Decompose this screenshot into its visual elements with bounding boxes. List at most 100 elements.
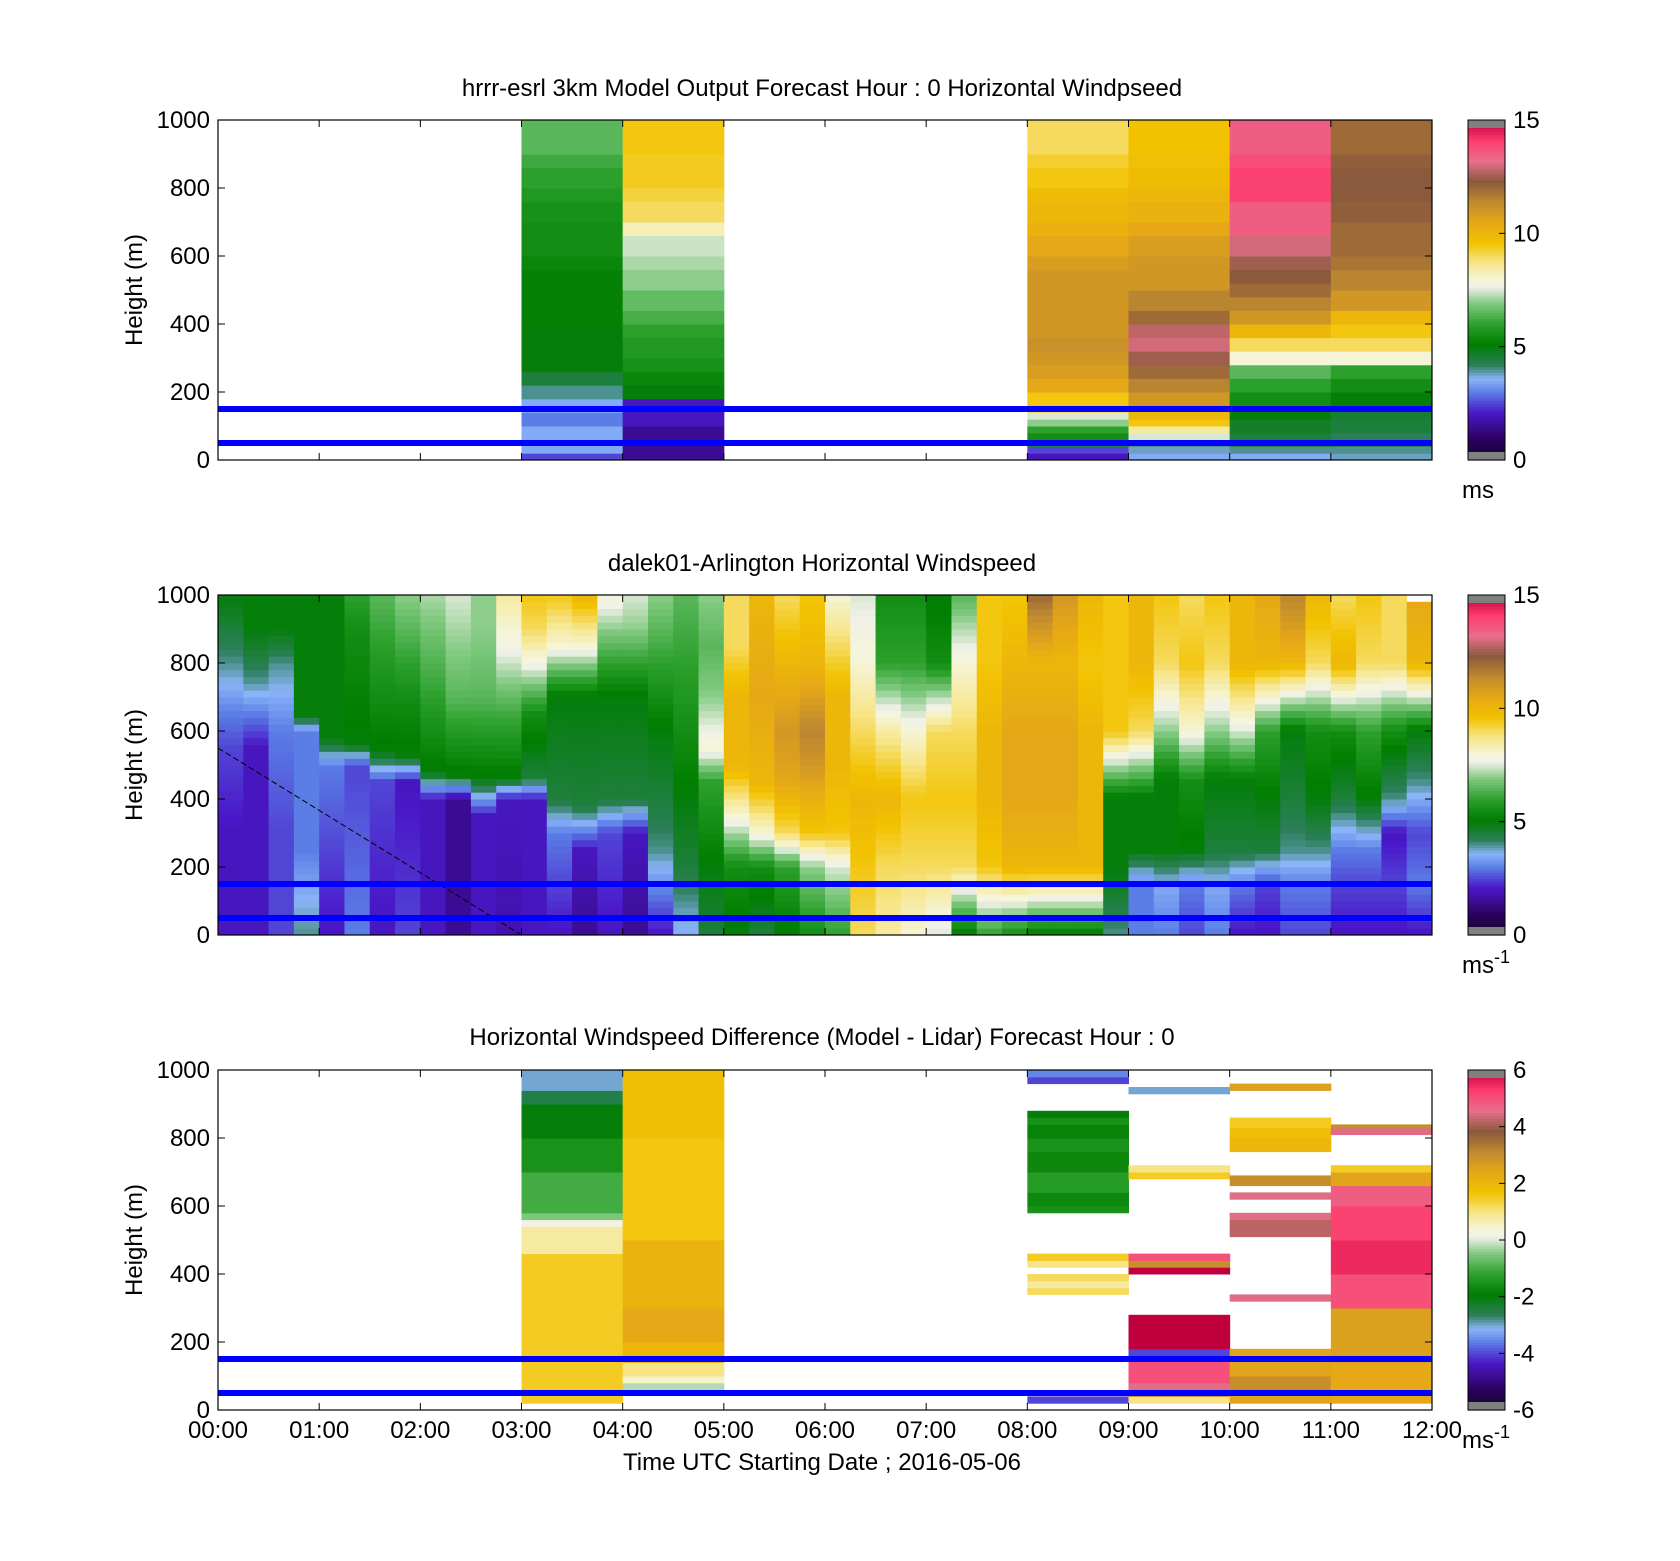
heat-cell [926, 867, 952, 875]
heat-cell [369, 601, 396, 610]
heat-cell [597, 629, 624, 637]
heat-cell [395, 669, 421, 678]
heat-cell [1406, 785, 1432, 793]
colorbar-segment [1468, 275, 1505, 280]
heat-cell [243, 907, 270, 916]
heat-cell [1330, 894, 1357, 902]
heat-cell [445, 778, 472, 786]
heat-cell [1229, 419, 1332, 434]
heat-cell [875, 663, 902, 671]
heat-cell [825, 676, 851, 684]
heat-cell [774, 846, 801, 854]
heat-cell [850, 792, 877, 800]
heat-cell [243, 601, 270, 610]
heat-cell [875, 819, 902, 827]
heat-cell [900, 649, 927, 657]
heat-cell [496, 703, 522, 712]
heat-cell [749, 751, 775, 759]
heat-cell [1229, 873, 1256, 882]
heat-cell [976, 853, 1003, 861]
heat-cell [369, 683, 396, 691]
heat-cell [1153, 833, 1180, 841]
heat-cell [673, 907, 700, 916]
heat-cell [1179, 771, 1205, 780]
heat-cell [1305, 663, 1332, 671]
heat-cell [369, 758, 396, 766]
colorbar-segment [1468, 1265, 1505, 1269]
heat-cell [825, 697, 851, 705]
heat-cell [825, 873, 851, 882]
heat-cell [572, 669, 598, 678]
heat-cell [1330, 167, 1432, 189]
heat-cell [1356, 697, 1382, 705]
heat-cell [319, 669, 345, 678]
heat-cell [369, 853, 396, 861]
colorbar-segment [1468, 782, 1505, 786]
heat-cell [1305, 873, 1332, 882]
heat-cell [268, 717, 295, 725]
heat-cell [1002, 608, 1028, 616]
heat-cell [1356, 839, 1382, 848]
heat-cell [546, 697, 573, 705]
heat-cell [1027, 751, 1054, 759]
heat-cell [723, 846, 750, 854]
heat-cell [774, 663, 801, 671]
colorbar-segment [1468, 855, 1505, 860]
heat-cell [875, 635, 902, 644]
heat-cell [647, 595, 674, 603]
heat-cell [1356, 663, 1382, 671]
heat-cell [774, 873, 801, 882]
heat-cell [420, 867, 447, 875]
heat-cell [799, 846, 826, 854]
colorbar-tick-label: -4 [1513, 1340, 1534, 1367]
colorbar-segment [1468, 1291, 1505, 1295]
heat-cell [521, 907, 548, 916]
heat-cell [647, 622, 674, 630]
colorbar-segment [1468, 176, 1505, 181]
heat-cell [1027, 894, 1054, 902]
heat-cell [673, 710, 700, 718]
heat-cell [1356, 778, 1382, 786]
heat-cell [1406, 663, 1432, 671]
heat-cell [268, 853, 295, 861]
heat-cell [1103, 663, 1129, 671]
colorbar-segment [1468, 261, 1505, 266]
heat-cell [293, 928, 320, 935]
heat-cell [1381, 601, 1408, 610]
heat-cell [470, 608, 497, 616]
heat-cell [1229, 744, 1256, 752]
heat-cell [875, 629, 902, 637]
heat-cell [218, 853, 244, 861]
heat-cell [622, 629, 649, 637]
heat-cell [1128, 683, 1155, 691]
heat-cell [1204, 846, 1231, 854]
heat-cell [976, 873, 1003, 882]
heat-cell [647, 771, 674, 780]
heat-cell [698, 758, 725, 766]
heat-cell [1153, 622, 1180, 630]
heat-cell [597, 778, 624, 786]
colorbar-segment [1468, 671, 1505, 675]
heat-cell [420, 901, 447, 909]
heat-cell [597, 690, 624, 698]
heat-cell [293, 805, 320, 814]
colorbar-segment [1468, 1390, 1505, 1394]
heat-cell [1077, 724, 1104, 732]
heat-cell [218, 615, 244, 623]
heat-cell [1153, 669, 1180, 678]
heat-cell [622, 595, 649, 603]
heat-cell [1229, 921, 1256, 929]
heat-cell [1280, 731, 1307, 739]
heat-cell [622, 222, 725, 237]
heat-cell [597, 887, 624, 895]
heat-cell [976, 799, 1003, 807]
heat-cell [825, 785, 851, 793]
heat-cell [976, 731, 1003, 739]
heat-cell [647, 833, 674, 841]
heat-cell [976, 649, 1003, 657]
heat-cell [395, 703, 421, 712]
heat-cell [673, 792, 700, 800]
heat-cell [546, 873, 573, 882]
heat-cell [774, 629, 801, 637]
heat-cell [1229, 256, 1332, 271]
